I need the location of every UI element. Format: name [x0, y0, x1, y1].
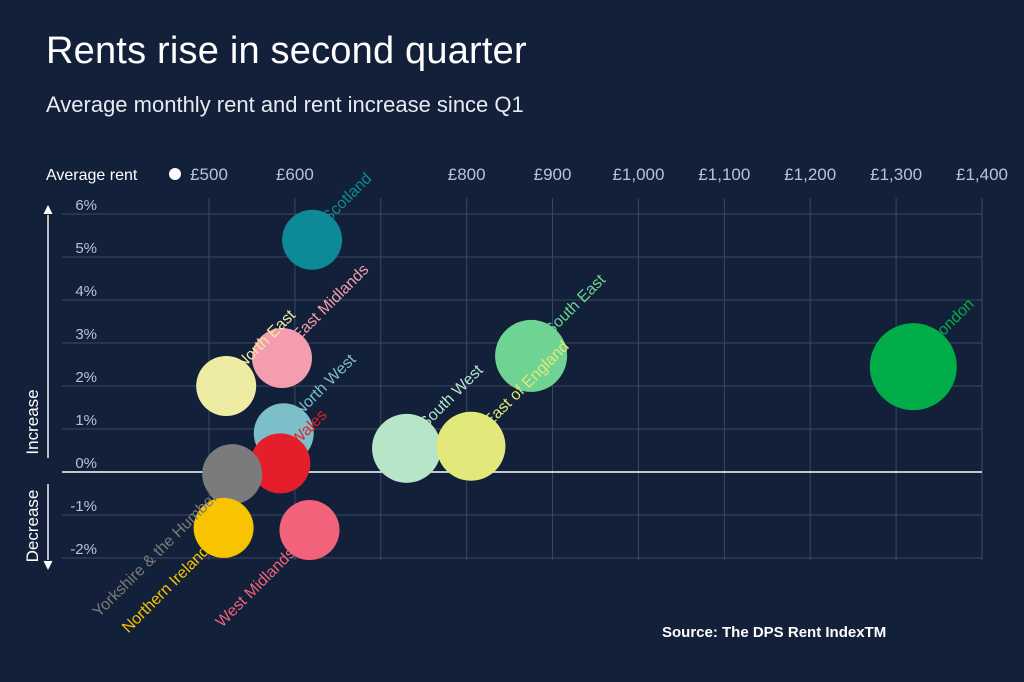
x-tick-label: £1,000: [612, 165, 664, 184]
bubble-wales: [250, 433, 311, 494]
y-tick-label: 4%: [75, 283, 97, 300]
decrease-arrowhead: [43, 561, 53, 570]
x-axis-title: Average rent: [46, 167, 138, 184]
decrease-label: Decrease: [23, 490, 42, 563]
y-tick-label: 5%: [75, 240, 97, 257]
x-tick-label: £1,100: [698, 165, 750, 184]
chart-title: Rents rise in second quarter: [46, 30, 527, 72]
direction-indicator: Increase Decrease: [23, 205, 53, 570]
x-tick-label: £1,300: [870, 165, 922, 184]
y-tick-label: -2%: [70, 541, 97, 558]
y-tick-label: 1%: [75, 412, 97, 429]
x-tick-label: £500: [190, 165, 228, 184]
bubble-east-of-england: [436, 411, 506, 481]
source-note: Source: The DPS Rent IndexTM: [662, 624, 887, 641]
increase-arrowhead: [43, 205, 53, 214]
x-tick-label: £900: [534, 165, 572, 184]
bubble-scotland: [282, 209, 343, 270]
bubble-yorkshire-the-humber: [202, 444, 263, 505]
y-tick-label: 0%: [75, 455, 97, 472]
y-tick-label: -1%: [70, 498, 97, 515]
y-tick-label: 3%: [75, 326, 97, 343]
gridlines: [62, 198, 983, 560]
bubbles: [193, 209, 957, 561]
bubble-northern-ireland: [193, 497, 254, 558]
x-axis-ticks: £500 £600 £800 £900 £1,000 £1,100 £1,200 £1,300…: [190, 165, 1008, 184]
bubble-label: Scotland: [319, 170, 375, 226]
bubble-west-midlands: [279, 500, 340, 561]
y-tick-label: 2%: [75, 369, 97, 386]
y-axis-ticks: 6% 5% 4% 3% 2% 1% 0% -1% -2%: [70, 197, 97, 558]
bubble-label: Northern Ireland: [119, 543, 213, 637]
bubble-south-west: [372, 413, 442, 483]
increase-label: Increase: [23, 389, 42, 454]
chart-subtitle: Average monthly rent and rent increase s…: [46, 92, 524, 117]
bubble-label: South East: [542, 271, 610, 339]
x-tick-label: £1,200: [784, 165, 836, 184]
legend-dot: [169, 168, 181, 180]
bubble-label: London: [928, 296, 978, 346]
bubble-south-east: [495, 319, 568, 392]
bubble-east-midlands: [252, 328, 313, 389]
bubble-north-east: [196, 356, 257, 416]
bubble-label: East Midlands: [289, 261, 372, 344]
x-tick-label: £1,400: [956, 165, 1008, 184]
x-tick-label: £600: [276, 165, 314, 184]
x-tick-label: £800: [448, 165, 486, 184]
bubble-london: [869, 323, 957, 411]
y-tick-label: 6%: [75, 197, 97, 214]
